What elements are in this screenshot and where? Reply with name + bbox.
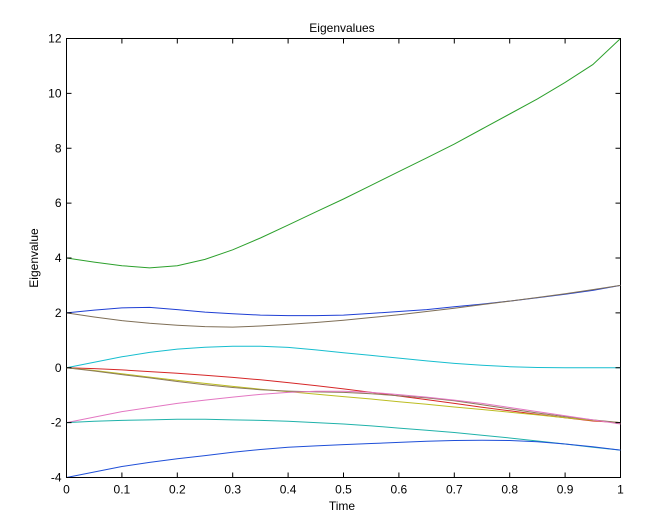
x-tick-label: 0.3 [224,483,241,497]
plot-area [66,38,621,478]
series-line-6 [66,367,621,424]
y-tick-label: 2 [55,306,62,320]
x-tick-label: 0.7 [446,483,463,497]
x-tick-label: 0.4 [280,483,297,497]
y-tick-label: -2 [51,416,62,430]
y-tick-label: 6 [55,196,62,210]
chart-title: Eigenvalues [309,21,374,35]
y-axis-label: Eigenvalue [27,228,41,288]
x-tick-label: 0.1 [114,483,131,497]
y-tick-label: 0 [55,361,62,375]
x-tick-label: 0.8 [501,483,518,497]
x-tick-label: 1 [617,483,624,497]
series-line-4 [66,345,621,369]
x-tick-label: 0.6 [391,483,408,497]
series-line-1 [66,38,621,269]
y-tick-label: 10 [48,86,62,100]
series-line-10 [66,439,621,478]
series-line-8 [66,390,621,425]
x-tick-label: 0.2 [169,483,186,497]
series-line-3 [66,284,621,328]
x-tick-label: 0 [63,483,70,497]
x-tick-label: 0.5 [335,483,352,497]
series-line-9 [66,418,621,451]
y-tick-label: 4 [55,251,62,265]
y-tick-label: 8 [55,141,62,155]
x-tick-label: 0.9 [557,483,574,497]
x-axis-label: Time [329,499,356,513]
ticks-group: 0 0.1 0.2 0.3 0.4 0.5 0.6 0.7 0.8 0.9 1 -4 -2 0 2 4 6 8 10… [48,32,624,497]
series-group [66,38,621,478]
series-line-7 [66,367,621,424]
y-tick-label: 12 [48,32,62,46]
series-line-5 [66,367,621,424]
y-tick-label: -4 [51,471,62,485]
